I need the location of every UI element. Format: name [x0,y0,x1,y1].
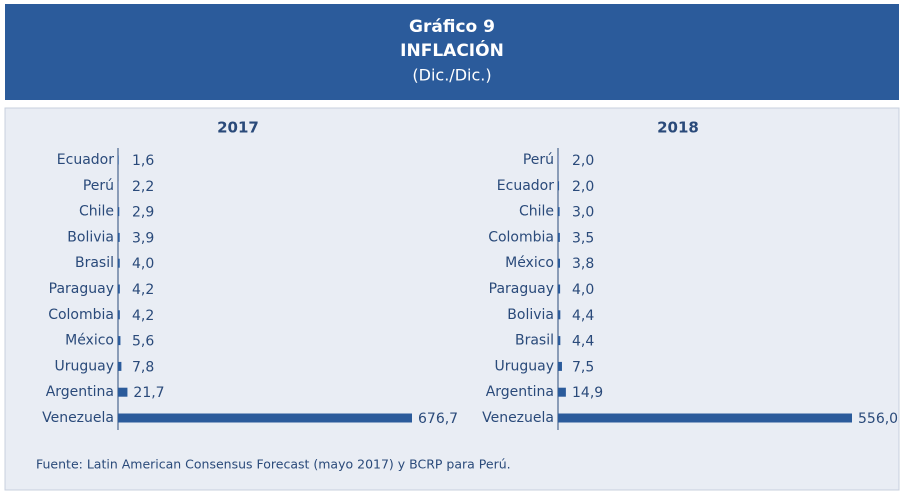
bar [558,284,561,294]
bar [118,258,120,268]
bar [118,361,122,371]
category-label: Colombia [48,307,114,323]
category-label: Uruguay [495,358,555,374]
value-label: 4,4 [572,334,594,350]
category-label: Venezuela [42,410,114,426]
value-label: 14,9 [572,385,603,401]
category-label: Colombia [488,229,554,245]
category-label: Argentina [486,384,554,400]
category-label: México [65,333,114,349]
bar [558,413,852,423]
bar [558,232,560,242]
value-label: 3,8 [572,256,594,272]
value-label: 1,6 [132,153,154,169]
bar [118,155,119,165]
value-label: 4,2 [132,282,154,298]
value-label: 7,5 [572,359,594,375]
panel-title: 2018 [657,119,699,137]
unit: (Dic./Dic.) [412,66,491,85]
value-label: 4,0 [132,256,154,272]
bar [558,336,561,346]
value-label: 2,0 [572,153,594,169]
category-label: Paraguay [489,281,554,297]
bar [558,387,566,397]
value-label: 5,6 [132,334,154,350]
value-label: 7,8 [132,359,154,375]
value-label: 676,7 [418,411,458,427]
bar [118,310,120,320]
bar [118,413,412,423]
bar [558,310,561,320]
bar [558,207,560,217]
bar [558,361,562,371]
category-label: Uruguay [55,358,115,374]
value-label: 2,9 [132,205,154,221]
value-label: 4,0 [572,282,594,298]
bar [558,181,560,191]
category-label: Brasil [75,255,114,271]
category-label: México [505,255,554,271]
subtitle: INFLACIÓN [400,39,504,61]
panel [4,107,900,491]
bar [118,284,120,294]
value-label: 2,2 [132,179,154,195]
bar [558,258,561,268]
category-label: Chile [79,204,114,220]
category-label: Chile [519,204,554,220]
value-label: 556,0 [858,411,898,427]
footnote: Fuente: Latin American Consensus Forecas… [36,457,511,472]
category-label: Paraguay [49,281,114,297]
value-label: 2,0 [572,179,594,195]
bar [118,387,128,397]
category-label: Bolivia [507,307,554,323]
title: Gráfico 9 [409,17,495,37]
category-label: Brasil [515,333,554,349]
value-label: 4,2 [132,308,154,324]
category-label: Argentina [46,384,114,400]
category-label: Perú [523,152,554,168]
value-label: 21,7 [133,385,164,401]
bar [558,155,560,165]
bar [118,181,119,191]
category-label: Ecuador [57,152,114,168]
value-label: 3,9 [132,230,154,246]
category-label: Venezuela [482,410,554,426]
bar [118,336,121,346]
value-label: 3,5 [572,230,594,246]
value-label: 4,4 [572,308,594,324]
panel-title: 2017 [217,119,259,137]
category-label: Bolivia [67,229,114,245]
value-label: 3,0 [572,205,594,221]
bar [118,207,120,217]
category-label: Ecuador [497,178,554,194]
header-box [5,4,899,100]
bar [118,232,120,242]
category-label: Perú [83,178,114,194]
